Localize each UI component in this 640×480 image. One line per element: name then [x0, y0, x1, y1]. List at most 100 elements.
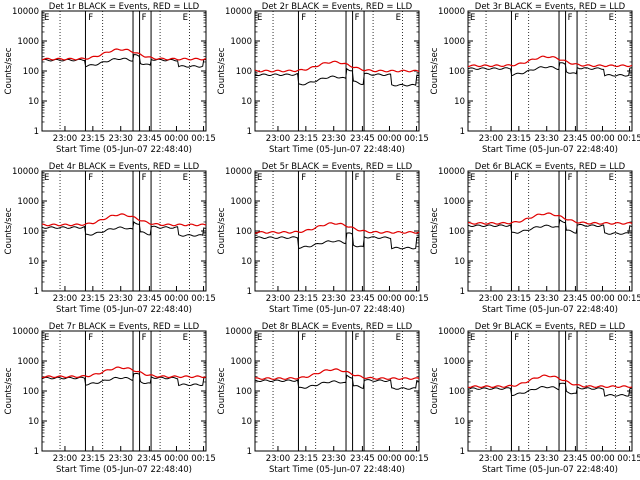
plot-frame — [467, 170, 633, 292]
phase-marker: E — [470, 333, 475, 343]
chart-panel-3: Det 3r BLACK = Events, RED = LLD 1 10 100 10… — [430, 2, 640, 155]
series-line-lld — [254, 60, 420, 73]
series-line-events — [41, 373, 207, 387]
x-tick-label: 00:15 — [404, 454, 429, 464]
phase-marker: E — [183, 13, 188, 23]
y-axis-label: Counts/sec — [217, 367, 227, 414]
phase-marker: E — [44, 333, 49, 343]
phase-marker: F — [88, 13, 93, 23]
phase-marker: E — [609, 333, 614, 343]
y-tick-label: 10000 — [438, 167, 465, 177]
x-tick-label: 23:15 — [294, 134, 319, 144]
series-line-lld — [41, 366, 207, 379]
x-tick-label: 23:00 — [479, 454, 504, 464]
y-tick-label: 1000 — [230, 357, 252, 367]
chart-panel-5: Det 5r BLACK = Events, RED = LLD 1 10 100 10… — [217, 162, 429, 315]
y-tick-label: 10000 — [12, 327, 39, 337]
y-axis-label: Counts/sec — [4, 367, 14, 414]
series-line-events — [467, 62, 632, 77]
y-tick-label: 1000 — [443, 357, 465, 367]
x-tick-label: 23:00 — [266, 454, 291, 464]
y-tick-label: 1 — [247, 287, 252, 297]
phase-marker: F — [568, 13, 573, 23]
phase-marker: F — [88, 173, 93, 183]
phase-marker: F — [301, 333, 306, 343]
phase-marker: E — [257, 13, 262, 23]
phase-marker: F — [568, 333, 573, 343]
phase-marker: E — [609, 173, 614, 183]
y-tick-label: 10000 — [12, 7, 39, 17]
series-line-events — [41, 54, 207, 68]
chart-title: Det 2r BLACK = Events, RED = LLD — [262, 2, 413, 12]
y-tick-label: 100 — [236, 67, 252, 77]
y-axis-label: Counts/sec — [217, 207, 227, 254]
series-line-events — [467, 219, 633, 235]
y-tick-label: 10000 — [12, 167, 39, 177]
y-tick-label: 100 — [449, 227, 465, 237]
y-tick-label: 100 — [236, 387, 252, 397]
y-tick-label: 10000 — [225, 167, 252, 177]
y-tick-label: 1000 — [230, 197, 252, 207]
plot-frame — [467, 10, 633, 132]
x-tick-label: 23:00 — [53, 294, 78, 304]
x-tick-label: 23:30 — [321, 454, 346, 464]
x-axis-label: Start Time (05-Jun-07 22:48:40) — [269, 465, 405, 475]
y-tick-label: 1 — [460, 127, 465, 137]
y-tick-label: 10 — [454, 417, 465, 427]
phase-marker: E — [44, 173, 49, 183]
x-axis-label: Start Time (05-Jun-07 22:48:40) — [56, 305, 192, 315]
series-line-events — [467, 382, 633, 397]
y-tick-label: 1 — [247, 127, 252, 137]
x-tick-label: 23:30 — [321, 134, 346, 144]
x-tick-label: 23:30 — [321, 294, 346, 304]
x-tick-label: 23:45 — [137, 134, 162, 144]
x-tick-label: 23:45 — [563, 134, 588, 144]
phase-marker: E — [470, 13, 475, 23]
y-tick-label: 10000 — [438, 7, 465, 17]
x-tick-label: 23:30 — [534, 294, 559, 304]
x-tick-label: 23:00 — [479, 134, 504, 144]
series-line-lld — [254, 368, 420, 381]
x-axis-label: Start Time (05-Jun-07 22:48:40) — [482, 465, 618, 475]
chart-panel-9: Det 9r BLACK = Events, RED = LLD 1 10 100 10… — [430, 322, 640, 475]
x-tick-label: 23:15 — [81, 294, 106, 304]
x-tick-label: 23:15 — [81, 454, 106, 464]
y-tick-label: 10000 — [225, 327, 252, 337]
x-tick-label: 23:45 — [350, 454, 375, 464]
chart-panel-7: Det 7r BLACK = Events, RED = LLD 1 10 100 10… — [4, 322, 216, 475]
y-axis-label: Counts/sec — [217, 47, 227, 94]
x-tick-label: 00:00 — [590, 454, 615, 464]
plot-frame — [41, 170, 207, 292]
phase-marker: E — [44, 13, 49, 23]
y-tick-label: 100 — [23, 67, 39, 77]
y-tick-label: 100 — [236, 227, 252, 237]
y-axis-label: Counts/sec — [430, 47, 440, 94]
y-tick-label: 10 — [454, 257, 465, 267]
x-tick-label: 23:30 — [534, 134, 559, 144]
phase-marker: E — [470, 173, 475, 183]
y-tick-label: 1 — [247, 447, 252, 457]
x-axis-label: Start Time (05-Jun-07 22:48:40) — [269, 305, 405, 315]
x-tick-label: 00:00 — [164, 454, 189, 464]
phase-marker: F — [355, 13, 360, 23]
x-tick-label: 23:30 — [108, 454, 133, 464]
chart-panel-1: Det 1r BLACK = Events, RED = LLD 1 10 100 10… — [4, 2, 216, 155]
x-axis-label: Start Time (05-Jun-07 22:48:40) — [482, 305, 618, 315]
chart-panel-6: Det 6r BLACK = Events, RED = LLD 1 10 100 10… — [430, 162, 640, 315]
phase-marker: F — [142, 13, 147, 23]
phase-marker: F — [355, 173, 360, 183]
phase-marker: E — [257, 173, 262, 183]
chart-title: Det 5r BLACK = Events, RED = LLD — [262, 162, 413, 172]
chart-title: Det 1r BLACK = Events, RED = LLD — [49, 2, 200, 12]
y-tick-label: 10 — [28, 97, 39, 107]
x-tick-label: 00:15 — [191, 294, 216, 304]
x-tick-label: 23:45 — [563, 294, 588, 304]
x-tick-label: 23:00 — [266, 134, 291, 144]
x-tick-label: 23:00 — [266, 294, 291, 304]
y-tick-label: 1 — [460, 287, 465, 297]
x-tick-label: 00:15 — [404, 134, 429, 144]
y-axis-label: Counts/sec — [430, 207, 440, 254]
x-axis-label: Start Time (05-Jun-07 22:48:40) — [56, 145, 192, 155]
y-tick-label: 1000 — [17, 357, 39, 367]
